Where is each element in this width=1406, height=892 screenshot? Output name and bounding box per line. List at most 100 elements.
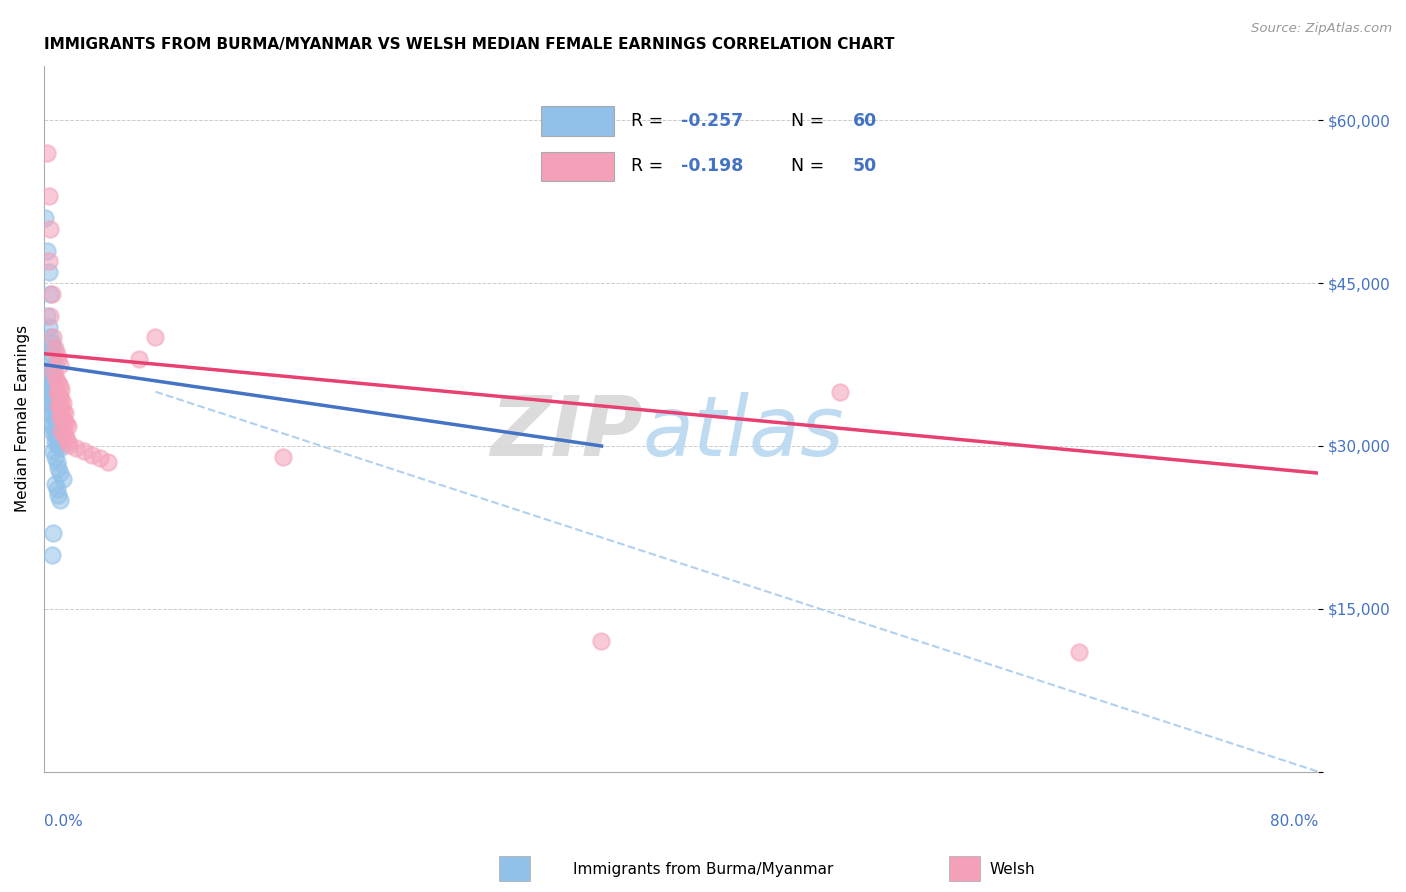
Point (52, 413, 75, 427)
Point (45, 374, 67, 388)
Point (42, 341, 65, 355)
Point (41, 347, 63, 361)
Point (97, 455, 120, 469)
Y-axis label: Median Female Earnings: Median Female Earnings (15, 326, 30, 512)
Point (45, 413, 67, 427)
Point (34, 211, 56, 225)
Point (55, 417, 77, 432)
Text: Source: ZipAtlas.com: Source: ZipAtlas.com (1251, 22, 1392, 36)
Point (45, 404, 67, 418)
Point (46, 433, 69, 447)
Point (49, 409, 72, 423)
Point (55, 431, 77, 445)
Point (46, 398, 69, 412)
Point (49, 466, 72, 480)
Point (45, 483, 67, 497)
Point (46, 415, 69, 429)
Point (42, 444, 65, 458)
Point (41, 548, 63, 562)
Text: atlas: atlas (643, 392, 845, 474)
Point (41, 387, 63, 401)
Point (52, 425, 75, 440)
Point (45, 430, 67, 444)
Point (38, 363, 60, 377)
Point (42, 400, 65, 414)
Point (42, 363, 65, 377)
Point (58, 438, 80, 452)
Point (44, 391, 66, 405)
Point (56, 434, 79, 449)
Point (45, 393, 67, 408)
Point (52, 395, 75, 409)
Point (42, 378, 65, 392)
Point (42, 352, 65, 367)
Point (35, 244, 58, 258)
Point (73, 444, 96, 458)
Point (46, 460, 69, 475)
Point (51, 423, 73, 437)
Point (49, 493, 72, 508)
Point (44, 450, 66, 464)
Point (45, 384, 67, 399)
Point (35, 145, 58, 160)
Point (51, 383, 73, 397)
Text: ZIP: ZIP (491, 392, 643, 474)
Point (44, 477, 66, 491)
Point (46, 488, 69, 502)
Point (44, 428, 66, 442)
Text: Immigrants from Burma/Myanmar: Immigrants from Burma/Myanmar (572, 863, 834, 877)
Point (65, 441, 87, 455)
Point (51, 393, 73, 408)
Point (44, 380, 66, 394)
Point (45, 424, 67, 438)
Point (128, 352, 150, 367)
Point (39, 222, 62, 236)
Point (51, 402, 73, 417)
Point (38, 265, 60, 279)
Point (49, 441, 72, 455)
Text: 80.0%: 80.0% (1270, 814, 1319, 829)
Point (42, 419, 65, 434)
Point (41, 406, 63, 420)
Point (44, 341, 66, 355)
Point (44, 402, 66, 417)
Point (41, 335, 63, 350)
Point (38, 383, 60, 397)
Point (53, 428, 76, 442)
Point (46, 439, 69, 453)
Point (39, 330, 62, 344)
Point (42, 372, 65, 386)
Point (80, 448, 103, 462)
Point (39, 287, 62, 301)
Point (39, 395, 62, 409)
Point (42, 389, 65, 403)
Point (89, 450, 111, 465)
Point (44, 368, 66, 383)
Point (42, 425, 65, 440)
Point (49, 379, 72, 393)
Text: IMMIGRANTS FROM BURMA/MYANMAR VS WELSH MEDIAN FEMALE EARNINGS CORRELATION CHART: IMMIGRANTS FROM BURMA/MYANMAR VS WELSH M… (44, 37, 894, 53)
Point (49, 358, 72, 372)
Point (42, 409, 65, 423)
Point (44, 434, 66, 449)
Point (42, 330, 65, 344)
Point (49, 390, 72, 404)
Text: Welsh: Welsh (990, 863, 1035, 877)
Point (45, 437, 67, 451)
Point (41, 287, 63, 301)
Point (271, 450, 294, 464)
Point (45, 455, 67, 469)
Point (39, 384, 62, 399)
Point (39, 365, 62, 379)
Point (38, 189, 60, 203)
Point (44, 422, 66, 436)
Point (44, 358, 66, 372)
Point (41, 398, 63, 412)
Point (42, 525, 65, 540)
Point (41, 417, 63, 432)
Point (39, 374, 62, 388)
Point (38, 319, 60, 334)
Point (49, 400, 72, 414)
Point (591, 634, 613, 648)
Point (830, 384, 852, 399)
